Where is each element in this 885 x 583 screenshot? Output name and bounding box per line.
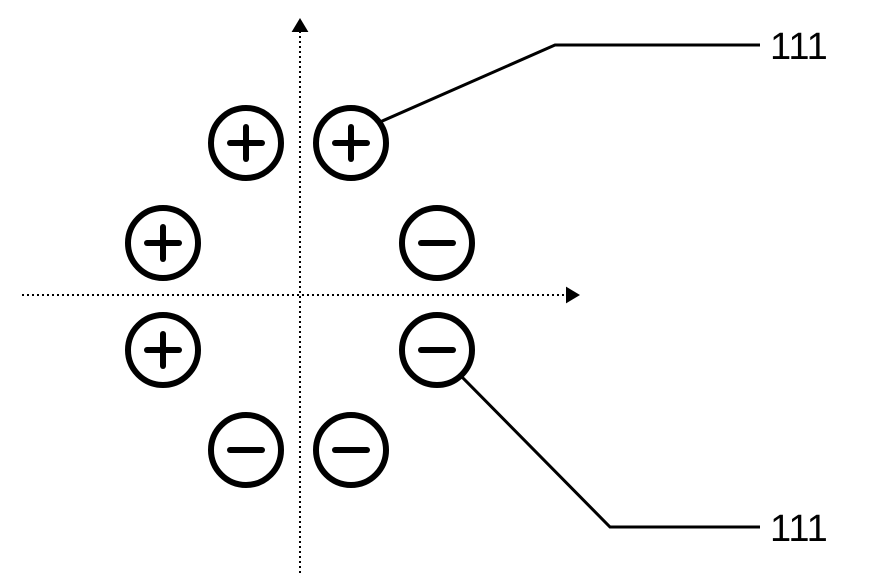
node-n4 xyxy=(128,315,198,385)
diagram-canvas: 111 111 xyxy=(0,0,885,583)
node-n3 xyxy=(128,208,198,278)
node-n8 xyxy=(402,208,472,278)
node-n5 xyxy=(211,415,281,485)
node-n2 xyxy=(211,108,281,178)
node-n1 xyxy=(316,108,386,178)
node-n7 xyxy=(402,315,472,385)
node-n6 xyxy=(316,415,386,485)
callout-leader-1 xyxy=(380,45,760,122)
callout-label-1: 111 xyxy=(770,26,828,69)
diagram-svg xyxy=(0,0,885,583)
x-axis-arrow xyxy=(566,287,580,304)
y-axis-arrow xyxy=(292,18,309,32)
callout-leader-2 xyxy=(460,375,760,527)
callout-label-2: 111 xyxy=(770,508,828,551)
